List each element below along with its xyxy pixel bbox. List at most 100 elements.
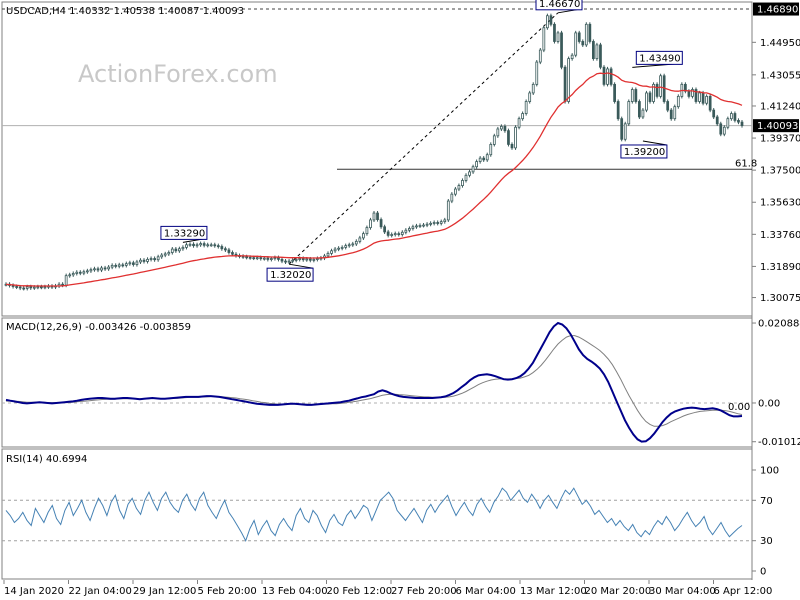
candle-body: [270, 258, 273, 260]
rsi-tick-label: 100: [760, 466, 779, 477]
candle-body: [199, 243, 202, 246]
candle-body: [691, 89, 694, 97]
candle-body: [330, 250, 333, 254]
candle-body: [740, 121, 744, 126]
candle-body: [538, 49, 542, 63]
candle-body: [266, 257, 270, 260]
candle-body: [556, 32, 560, 42]
annotation-label: 1.32020: [270, 270, 311, 281]
candle-body: [400, 231, 404, 235]
candle-body: [408, 228, 411, 231]
candle-body: [425, 223, 429, 226]
fib-618-label: 61.8: [735, 158, 757, 169]
candle-body: [40, 286, 43, 289]
candle-body: [213, 244, 217, 247]
candle-body: [521, 113, 524, 120]
candle-body: [705, 95, 708, 104]
candle-body: [429, 222, 432, 225]
candle-body: [139, 259, 142, 263]
candle-body: [450, 193, 454, 202]
candle-body: [404, 229, 408, 233]
candle-body: [468, 171, 471, 176]
macd-tick-label: 0.020884: [758, 319, 800, 330]
candle-body: [733, 113, 737, 121]
candle-body: [142, 259, 146, 262]
candle-body: [78, 271, 82, 274]
candle-body: [178, 248, 181, 252]
candle-body: [535, 61, 539, 85]
candle-body: [464, 174, 468, 181]
candle-body: [192, 243, 195, 247]
candle-body: [570, 54, 574, 60]
candle-body: [103, 267, 107, 270]
annotation-box: [535, 0, 583, 11]
candle-body: [128, 262, 132, 265]
annotation-label: 1.43490: [639, 53, 680, 64]
candle-body: [623, 123, 627, 140]
candle-body: [121, 264, 125, 267]
candle-body: [595, 44, 599, 60]
candle-body: [507, 130, 510, 145]
candle-body: [340, 246, 344, 249]
candle-body: [372, 212, 376, 221]
candle-body: [326, 252, 330, 257]
candle-body: [110, 264, 114, 268]
candle-body: [581, 41, 585, 46]
time-tick-label: 5 Feb 20:00: [198, 586, 257, 597]
candle-body: [567, 58, 570, 102]
macd-line: [5, 321, 743, 443]
candle-body: [687, 90, 691, 97]
candle-body: [167, 252, 171, 255]
candle-body: [36, 286, 40, 289]
candle-body: [365, 227, 369, 235]
candle-body: [676, 95, 680, 108]
candle-body: [563, 66, 567, 102]
candle-body: [284, 260, 287, 263]
candle-body: [503, 125, 507, 132]
candle-body: [454, 188, 457, 195]
candle-body: [185, 244, 188, 248]
macd-axis-ticks: 0.020884 0.00 -0.010121: [752, 319, 800, 448]
candle-body: [386, 231, 390, 236]
candle-body: [719, 123, 723, 135]
candle-body: [280, 258, 284, 262]
rsi-line: [5, 487, 743, 542]
candle-body: [549, 15, 553, 25]
candle-body: [25, 286, 29, 289]
candle-body: [259, 257, 263, 260]
candle-body: [443, 219, 447, 223]
candle-body: [485, 154, 489, 161]
candle-body: [146, 258, 149, 262]
candle-body: [245, 256, 248, 259]
candle-body: [262, 257, 266, 260]
candle-body: [722, 126, 726, 135]
candle-body: [489, 144, 493, 156]
candle-body: [482, 157, 486, 161]
candle-body: [135, 261, 139, 265]
candle-body: [107, 266, 110, 270]
price-tick-label: 1.43055: [760, 70, 800, 81]
candle-body: [174, 248, 178, 252]
candle-body: [415, 225, 418, 228]
candle-body: [531, 83, 535, 94]
candle-body: [220, 246, 224, 250]
candle-body: [638, 101, 641, 118]
time-tick-label: 6 Apr 12:00: [714, 586, 773, 597]
price-tick-label: 1.39370: [760, 134, 800, 145]
candle-body: [195, 244, 199, 247]
time-tick-label: 20 Feb 12:00: [327, 586, 393, 597]
candle-body: [641, 109, 645, 118]
candle-body: [715, 116, 719, 125]
annotation-box: [266, 267, 314, 282]
price-annotations: 1.33290 1.32020 1.46670 1.43490 1.39200: [160, 0, 683, 282]
candle-body: [114, 264, 118, 267]
candle-body: [652, 83, 655, 102]
candle-body: [202, 243, 206, 246]
candle-body: [312, 258, 316, 261]
trend-line: [288, 12, 559, 265]
candle-body: [411, 226, 415, 229]
candle-body: [588, 23, 592, 42]
candle-body: [132, 262, 135, 265]
candle-body: [82, 271, 86, 274]
candle-body: [18, 286, 22, 289]
